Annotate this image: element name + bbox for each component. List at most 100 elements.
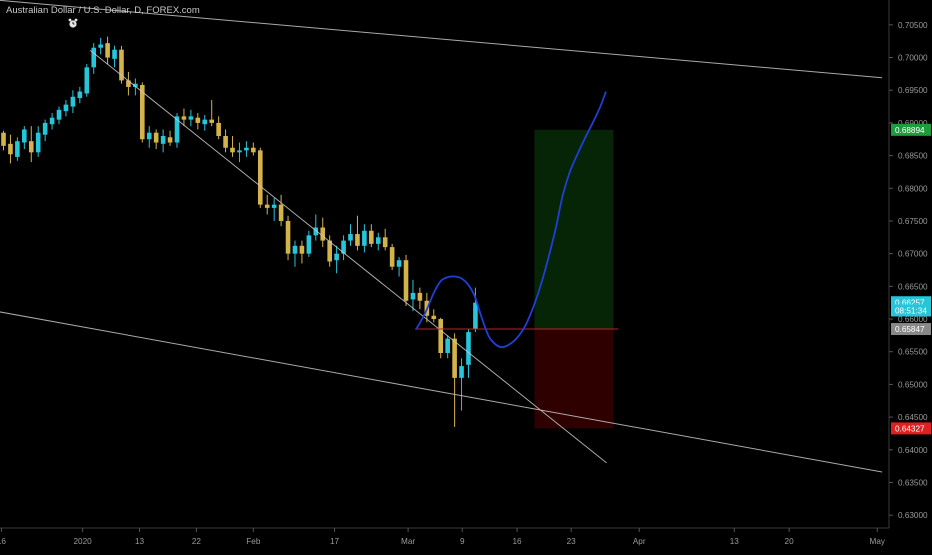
price-label-box bbox=[891, 304, 931, 317]
candle bbox=[299, 240, 305, 264]
candle bbox=[8, 134, 13, 164]
alarm-clock-icon[interactable] bbox=[68, 16, 78, 28]
candle bbox=[244, 141, 249, 157]
candle-body bbox=[160, 135, 166, 144]
candle-body bbox=[244, 147, 249, 151]
candle bbox=[375, 232, 381, 251]
price-tick-label: 0.66500 bbox=[898, 282, 928, 291]
candle-body bbox=[174, 116, 180, 143]
candle bbox=[403, 254, 409, 306]
chart-title: Australian Dollar / U.S. Dollar, D, FORE… bbox=[6, 5, 200, 16]
candle-body bbox=[140, 84, 145, 140]
candle bbox=[112, 45, 117, 68]
candle-body bbox=[320, 227, 326, 241]
candle bbox=[237, 142, 242, 163]
candle bbox=[362, 224, 367, 253]
time-tick-label: 22 bbox=[192, 537, 202, 546]
candle-body bbox=[459, 366, 464, 378]
price-tick-label: 0.64500 bbox=[898, 413, 928, 422]
price-label-box bbox=[891, 323, 931, 336]
trendline bbox=[0, 311, 883, 473]
candle bbox=[28, 126, 34, 163]
candle-body bbox=[292, 245, 298, 254]
time-tick-label: Apr bbox=[633, 537, 646, 546]
price-label-box bbox=[891, 422, 931, 435]
candle-body bbox=[313, 227, 319, 236]
candle-body bbox=[355, 234, 360, 246]
candle-body bbox=[1, 132, 6, 146]
candle-body bbox=[195, 117, 201, 123]
candle-body bbox=[70, 96, 76, 107]
candle bbox=[313, 214, 319, 241]
time-tick-label: 17 bbox=[330, 537, 340, 546]
candle bbox=[181, 108, 187, 127]
candle-body bbox=[77, 91, 83, 99]
candle-body bbox=[49, 117, 55, 125]
candle bbox=[188, 109, 194, 127]
price-tick-label: 0.68500 bbox=[898, 152, 928, 161]
time-axis: 16 2020 13 22 Feb 17 Mar 9 16 23 Apr 13 20 May bbox=[0, 527, 889, 546]
candle-body bbox=[375, 237, 381, 244]
candle-body bbox=[181, 116, 187, 120]
price-label: 0.65847 bbox=[895, 325, 925, 334]
candle-body bbox=[91, 47, 97, 68]
candle-body bbox=[8, 143, 13, 155]
stop-loss-zone bbox=[534, 329, 614, 429]
candle-body bbox=[209, 119, 214, 123]
candle-body bbox=[306, 235, 312, 254]
candle-body bbox=[362, 230, 367, 246]
candle bbox=[1, 130, 6, 151]
candle-body bbox=[257, 150, 263, 205]
candle bbox=[334, 245, 339, 274]
candle bbox=[160, 129, 166, 153]
candle bbox=[22, 126, 27, 150]
candle bbox=[306, 230, 312, 257]
time-tick-label: 16 bbox=[0, 537, 6, 546]
candles bbox=[1, 36, 478, 427]
candle bbox=[396, 256, 402, 277]
candle bbox=[35, 126, 41, 157]
candle-body bbox=[285, 220, 291, 254]
candle-body bbox=[15, 141, 20, 157]
price-label: 08:51:34 bbox=[895, 307, 927, 316]
candle-body bbox=[417, 292, 423, 301]
candle bbox=[42, 119, 48, 142]
candle-body bbox=[251, 147, 256, 153]
price-tick-label: 0.68000 bbox=[898, 184, 928, 193]
price-label: 0.66257 bbox=[895, 298, 925, 307]
price-tick-label: 0.64000 bbox=[898, 446, 928, 455]
candle bbox=[98, 37, 103, 55]
forecast-curve bbox=[415, 91, 607, 349]
candle bbox=[459, 358, 464, 411]
candle bbox=[264, 194, 270, 215]
price-tick-label: 0.66000 bbox=[898, 315, 928, 324]
candle-body bbox=[188, 116, 194, 120]
price-label: 0.68894 bbox=[895, 126, 925, 135]
candle bbox=[153, 129, 159, 150]
candle-body bbox=[431, 315, 437, 320]
candle bbox=[119, 45, 124, 84]
candle bbox=[355, 215, 360, 251]
price-tick-label: 0.69500 bbox=[898, 86, 928, 95]
candle bbox=[327, 235, 332, 267]
candle bbox=[320, 217, 326, 248]
price-tick-label: 0.63000 bbox=[898, 511, 928, 520]
candle-body bbox=[403, 260, 409, 301]
position-zones bbox=[534, 129, 614, 429]
drawing-lines bbox=[0, 0, 883, 473]
candle bbox=[410, 279, 416, 312]
price-tick-label: 0.67500 bbox=[898, 217, 928, 226]
candle bbox=[382, 228, 388, 251]
candle bbox=[202, 115, 208, 131]
price-tick-label: 0.70000 bbox=[898, 54, 928, 63]
time-tick-label: 20 bbox=[785, 537, 795, 546]
candle-body bbox=[410, 292, 416, 300]
candle bbox=[216, 116, 221, 140]
candle-body bbox=[63, 104, 69, 112]
candle-body bbox=[466, 332, 471, 365]
time-tick-label: 13 bbox=[135, 537, 145, 546]
candle bbox=[431, 309, 437, 323]
candle-body bbox=[334, 253, 339, 261]
